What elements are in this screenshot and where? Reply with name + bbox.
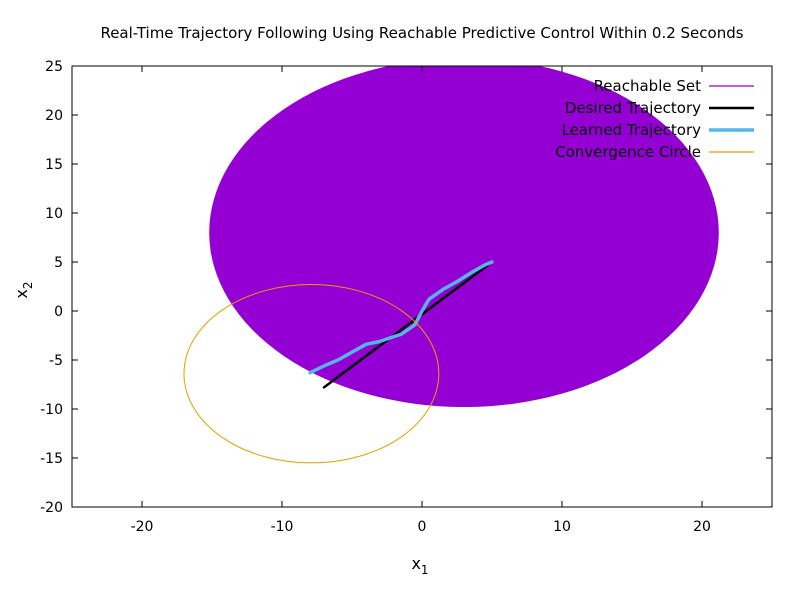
x-tick-label: 20	[693, 519, 711, 535]
y-tick-label: -15	[40, 451, 63, 467]
y-tick-label: 20	[45, 108, 63, 124]
x-tick-label: 10	[553, 519, 571, 535]
axis-ticks: -20 -10 0 10 20 -20 -15 -10 -5 0 5 10 15 20 25	[40, 59, 772, 535]
y-tick-label: -10	[40, 402, 63, 418]
x-tick-label: 0	[418, 519, 427, 535]
legend-label: Learned Trajectory	[561, 121, 701, 139]
x-tick-label: -20	[131, 519, 154, 535]
plot-layer	[183, 66, 719, 464]
y-tick-label: 10	[45, 206, 63, 222]
y-axis-label: x2	[12, 281, 35, 298]
legend-item: Desired Trajectory	[565, 99, 754, 117]
legend: Reachable Set Desired Trajectory Learned T…	[555, 77, 754, 161]
y-tick-label: -20	[40, 500, 63, 516]
legend-label: Desired Trajectory	[565, 99, 701, 117]
legend-item: Reachable Set	[594, 77, 754, 95]
legend-label: Reachable Set	[594, 77, 702, 95]
y-tick-label: 0	[54, 304, 63, 320]
y-tick-label: 5	[54, 255, 63, 271]
y-axis-label-main: x	[12, 289, 31, 298]
y-tick-label: -5	[49, 353, 63, 369]
legend-item: Convergence Circle	[555, 143, 754, 161]
y-tick-label: 25	[45, 59, 63, 75]
series-reachable-set	[209, 66, 719, 407]
x-axis-label: x1	[411, 554, 428, 577]
y-axis-label-sub: 2	[21, 281, 35, 289]
x-tick-label: -10	[271, 519, 294, 535]
x-axis-label-sub: 1	[421, 563, 429, 577]
series-desired-trajectory	[322, 260, 494, 389]
plot-area	[183, 66, 719, 464]
series-learned-trajectory	[308, 260, 494, 375]
series-convergence-circle	[183, 284, 440, 464]
chart-title: Real-Time Trajectory Following Using Rea…	[100, 24, 743, 42]
legend-item: Learned Trajectory	[561, 121, 754, 139]
legend-label: Convergence Circle	[555, 143, 701, 161]
x-axis-label-main: x	[411, 554, 420, 573]
y-tick-label: 15	[45, 157, 63, 173]
